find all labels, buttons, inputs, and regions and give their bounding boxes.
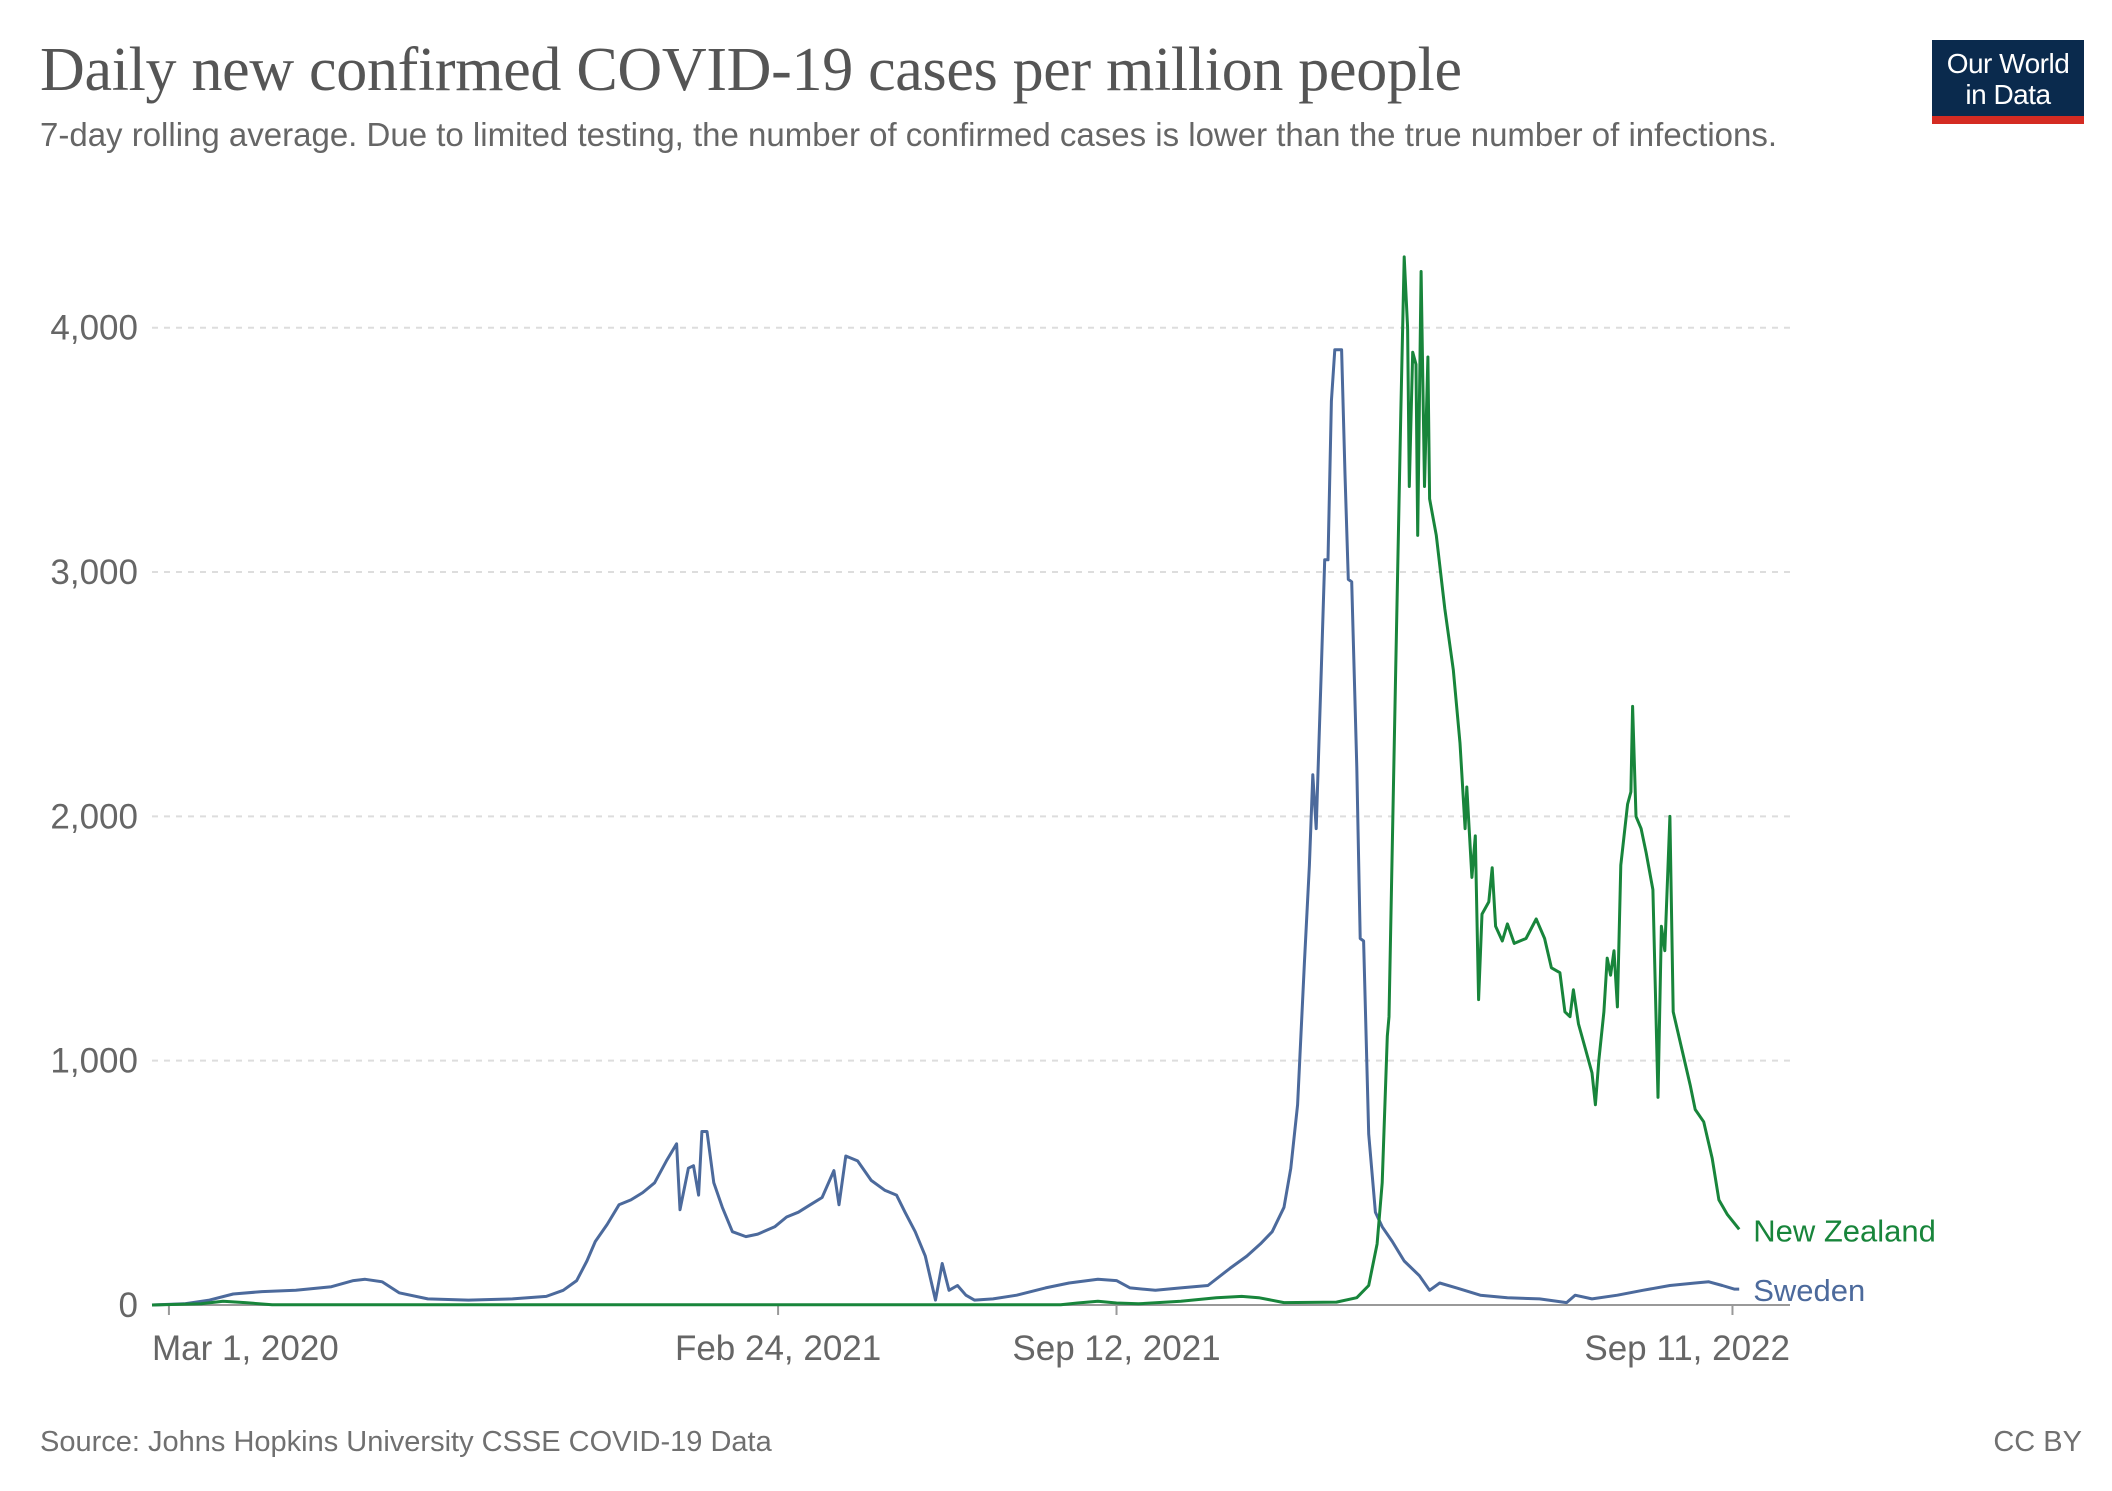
source-note: Source: Johns Hopkins University CSSE CO… (40, 1426, 772, 1458)
x-tick-label: Feb 24, 2021 (675, 1329, 881, 1368)
x-axis-tick-labels: Mar 1, 2020 Feb 24, 2021 Sep 12, 2021 Sep 1… (152, 1329, 1790, 1368)
y-tick-label: 4,000 (50, 309, 138, 348)
y-tick-label: 1,000 (50, 1042, 138, 1081)
y-axis-tick-labels: 0 1,000 2,000 3,000 4,000 (50, 309, 138, 1325)
series-lines (151, 255, 1741, 1307)
series-line-new-zealand[interactable] (151, 255, 1741, 1307)
license-link[interactable]: CC BY (1993, 1426, 2082, 1458)
x-tick-label: Sep 11, 2022 (1584, 1329, 1790, 1368)
series-label-sweden[interactable]: Sweden (1753, 1273, 1865, 1308)
owid-logo[interactable]: Our World in Data (1932, 40, 2084, 124)
series-end-labels: Sweden New Zealand (1753, 1213, 1936, 1308)
y-tick-label: 3,000 (50, 553, 138, 592)
y-tick-label: 2,000 (50, 797, 138, 836)
chart-subtitle: 7-day rolling average. Due to limited te… (40, 116, 1778, 153)
logo-line-2: in Data (1965, 79, 2051, 110)
series-label-new-zealand[interactable]: New Zealand (1753, 1213, 1936, 1248)
logo-line-1: Our World (1946, 48, 2070, 79)
y-tick-label: 0 (119, 1286, 138, 1325)
chart-title: Daily new confirmed COVID-19 cases per m… (40, 36, 1462, 104)
x-tick-label: Sep 12, 2021 (1012, 1329, 1220, 1368)
grid-lines (152, 326, 1790, 1062)
series-line-sweden[interactable] (151, 348, 1740, 1307)
x-tick-label: Mar 1, 2020 (152, 1329, 339, 1368)
x-axis (152, 1304, 1790, 1315)
